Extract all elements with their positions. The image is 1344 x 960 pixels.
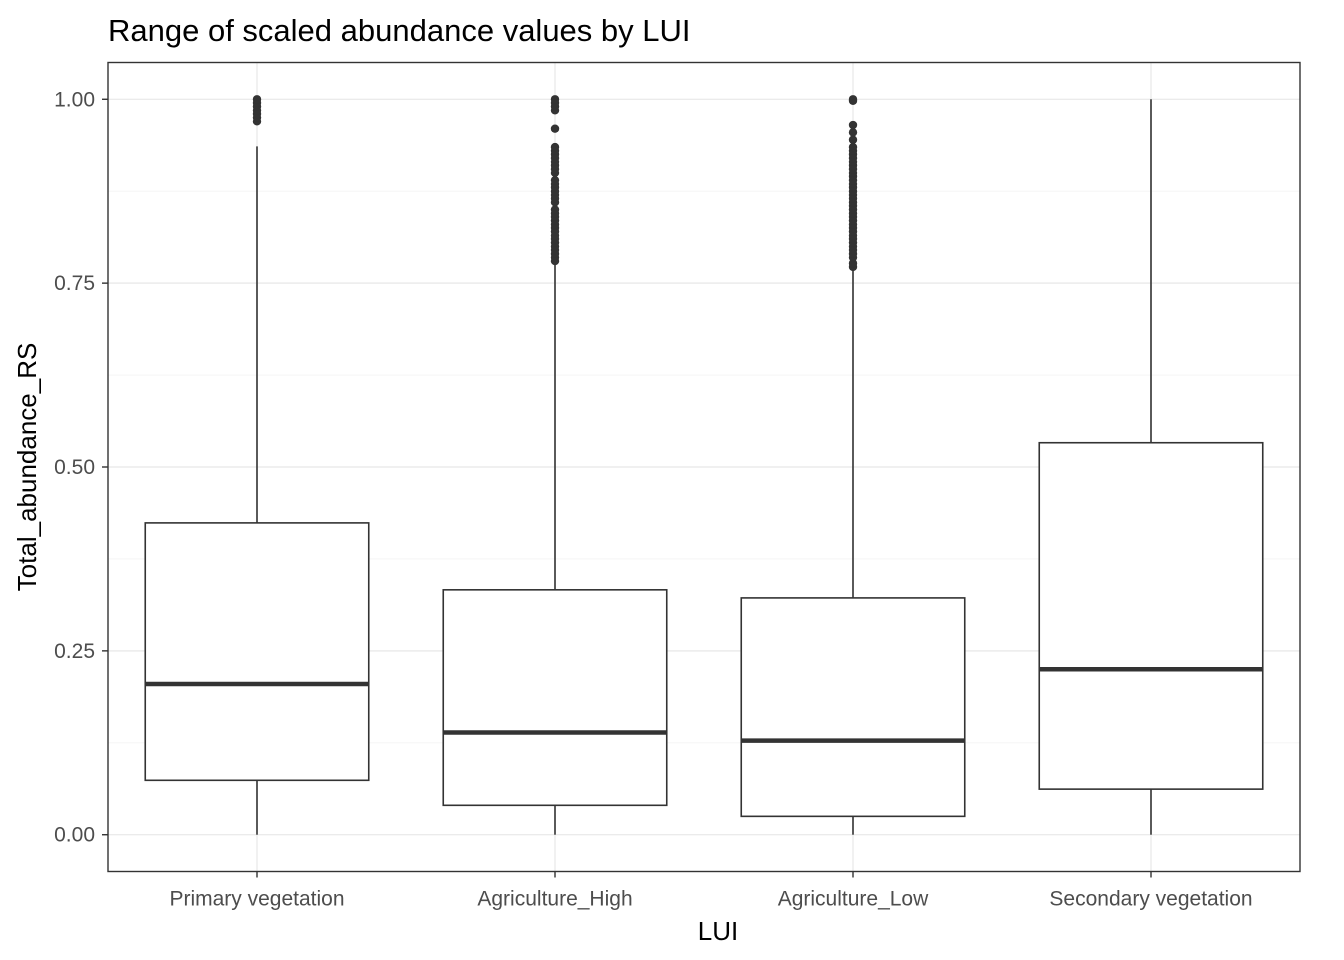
outlier-point	[550, 95, 560, 104]
outlier-point	[550, 175, 560, 185]
outlier-point	[848, 128, 858, 137]
y-axis-ticks: 0.00 0.25 0.50 0.75 1.00	[54, 88, 108, 847]
outlier-point	[550, 124, 560, 133]
box	[1038, 441, 1264, 790]
x-tick-label: Agriculture_Low	[778, 888, 929, 911]
box-layer	[144, 95, 1264, 835]
box-group	[1038, 99, 1264, 835]
outlier-point	[252, 95, 262, 104]
outlier-point	[550, 205, 560, 214]
outlier-point	[550, 142, 560, 152]
y-tick-label: 0.00	[54, 824, 95, 847]
outlier-point	[848, 135, 858, 144]
outlier-point	[848, 120, 858, 130]
box-group	[442, 95, 668, 835]
x-tick-label: Secondary vegetation	[1049, 888, 1252, 911]
y-axis-title: Total_abundance_RS	[12, 343, 42, 592]
box	[740, 597, 966, 818]
outlier-point	[848, 259, 858, 268]
x-tick-label: Primary vegetation	[169, 888, 344, 911]
outlier-point	[848, 95, 858, 104]
x-axis-ticks: Primary vegetation Agriculture_High Agricu…	[169, 871, 1253, 911]
y-tick-label: 0.50	[54, 456, 95, 479]
box	[144, 522, 370, 782]
x-axis-title: LUI	[698, 916, 738, 946]
x-tick-label: Agriculture_High	[477, 888, 632, 911]
y-tick-label: 0.25	[54, 640, 95, 663]
box	[442, 589, 668, 807]
outlier-point	[848, 142, 858, 152]
box-group	[144, 95, 370, 835]
y-tick-label: 1.00	[54, 88, 95, 111]
box-group	[740, 95, 966, 835]
chart-title: Range of scaled abundance values by LUI	[108, 13, 691, 48]
y-tick-label: 0.75	[54, 272, 95, 295]
